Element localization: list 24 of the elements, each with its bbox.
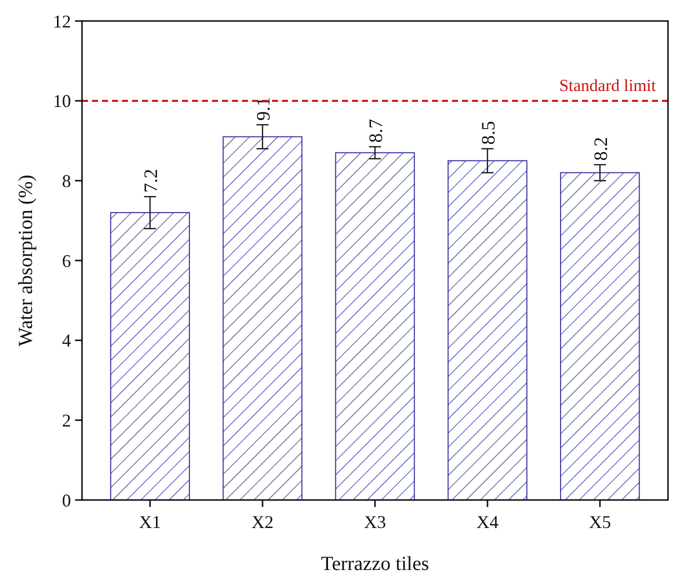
ref-line-label: Standard limit (559, 76, 656, 95)
bar (448, 160, 528, 500)
data-label: 8.7 (366, 118, 387, 143)
y-tick-label: 12 (53, 11, 71, 32)
bar (110, 212, 190, 500)
y-tick-label: 10 (53, 91, 71, 112)
y-tick-label: 2 (62, 410, 71, 430)
x-tick-label: X5 (588, 512, 611, 532)
y-tick-label: 0 (62, 490, 71, 510)
data-label: 7.2 (141, 168, 162, 193)
y-tick-label: 6 (62, 250, 71, 271)
data-label: 8.5 (478, 120, 500, 145)
x-axis-title: Terrazzo tiles (321, 553, 430, 575)
data-label: 8.2 (590, 136, 612, 161)
x-tick-label: X1 (139, 512, 162, 532)
x-tick-label: X2 (252, 512, 274, 532)
bar (560, 172, 640, 500)
x-tick-label: X3 (364, 512, 386, 532)
y-axis-title: Water absorption (%) (15, 174, 37, 346)
bar (335, 152, 415, 500)
y-tick-label: 8 (62, 170, 71, 191)
x-tick-label: X4 (476, 512, 498, 532)
y-tick-label: 4 (62, 330, 71, 351)
bar (222, 136, 302, 500)
